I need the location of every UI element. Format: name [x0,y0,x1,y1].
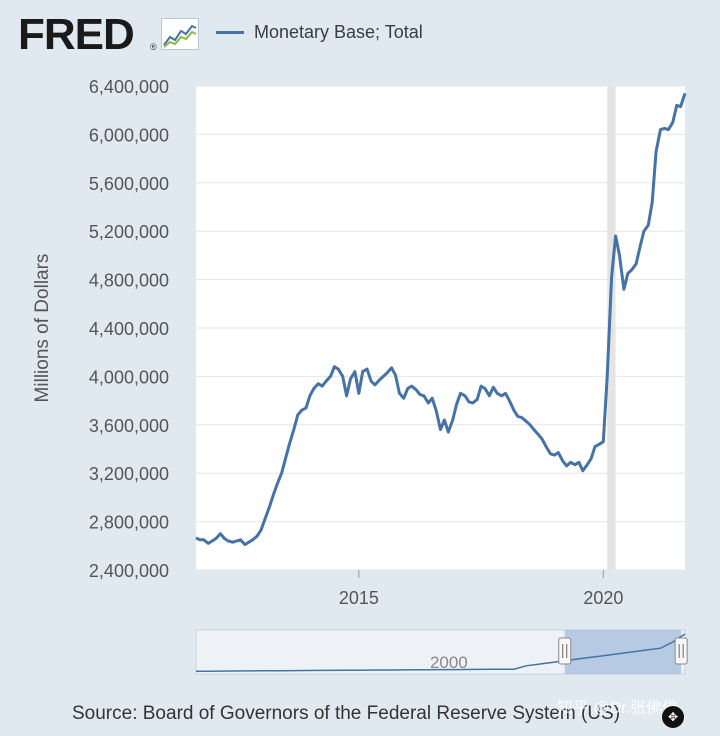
y-tick-label: 4,400,000 [89,319,169,339]
x-axis: 2015 2020 [339,570,623,608]
y-tick-label: 3,600,000 [89,416,169,436]
pan-icon[interactable]: ✥ [662,706,684,728]
series-line [195,92,687,547]
drag-handle-icon[interactable] [558,637,572,665]
y-tick-label: 5,600,000 [89,174,169,194]
x-tick-label: 2020 [583,588,623,608]
navigator[interactable]: 2000 [195,629,688,675]
source-note: Source: Board of Governors of the Federa… [72,703,621,724]
y-tick-label: 5,200,000 [89,222,169,242]
chart-header: FRED ® Monetary Base; Total [0,0,720,70]
fred-logo[interactable]: FRED [18,10,135,59]
y-tick-label: 4,800,000 [89,271,169,291]
navigator-series-line [196,633,686,672]
legend-swatch [216,30,244,34]
y-tick-label: 6,000,000 [89,125,169,145]
y-axis-label: Millions of Dollars [32,254,53,403]
y-tick-label: 4,000,000 [89,367,169,387]
y-axis: 2,400,000 2,800,000 3,200,000 3,600,000 4,00… [89,77,169,581]
x-tick-label: 2015 [339,588,379,608]
navigator-selection[interactable] [564,630,682,674]
series-group [195,92,687,547]
y-tick-label: 2,400,000 [89,561,169,581]
legend[interactable]: Monetary Base; Total [216,20,423,44]
recession-band-group [607,86,616,570]
y-tick-label: 2,800,000 [89,513,169,533]
watermark: 知乎 @Dr.张佛佛 [557,700,679,717]
y-tick-label: 6,400,000 [89,77,169,97]
registered-mark: ® [150,42,157,52]
drag-handle-icon[interactable] [674,637,688,665]
navigator-tick-label: 2000 [430,653,468,672]
y-tick-label: 3,200,000 [89,464,169,484]
recession-band [607,86,616,570]
line-graph-icon [161,18,199,50]
legend-label: Monetary Base; Total [254,21,423,42]
